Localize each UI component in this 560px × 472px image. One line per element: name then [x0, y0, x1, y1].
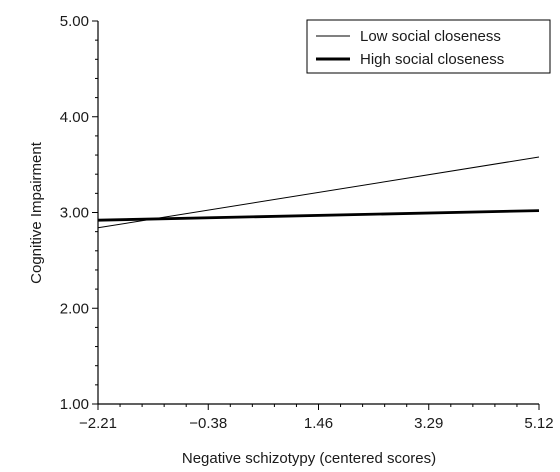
- x-tick-label: 3.29: [414, 415, 443, 432]
- legend-label-low: Low social closeness: [360, 28, 501, 45]
- series-lines: [97, 156, 540, 229]
- y-tick-label: 3.00: [60, 205, 89, 222]
- ticks: 1.00 2.00 3.00 4.00 5.00 −2.21 −0.38 1.46 3.29 5.…: [60, 13, 554, 432]
- y-tick-label: 4.00: [60, 109, 89, 126]
- legend-label-high: High social closeness: [360, 51, 504, 68]
- series-line-high-social-closeness: [97, 209, 540, 222]
- x-tick-label: 1.46: [304, 415, 333, 432]
- y-tick-label: 1.00: [60, 396, 89, 413]
- legend-box: [306, 19, 551, 74]
- x-tick-label: −2.21: [79, 415, 117, 432]
- x-tick-label: −0.38: [189, 415, 227, 432]
- y-tick-label: 5.00: [60, 13, 89, 30]
- y-tick-label: 2.00: [60, 300, 89, 317]
- legend: Low social closeness High social closene…: [306, 19, 551, 74]
- x-axis-title: Negative schizotypy (centered scores): [182, 450, 436, 467]
- series-line-low-social-closeness: [97, 156, 540, 229]
- y-axis-title: Cognitive Impairment: [28, 141, 45, 284]
- x-tick-label: 5.12: [524, 415, 553, 432]
